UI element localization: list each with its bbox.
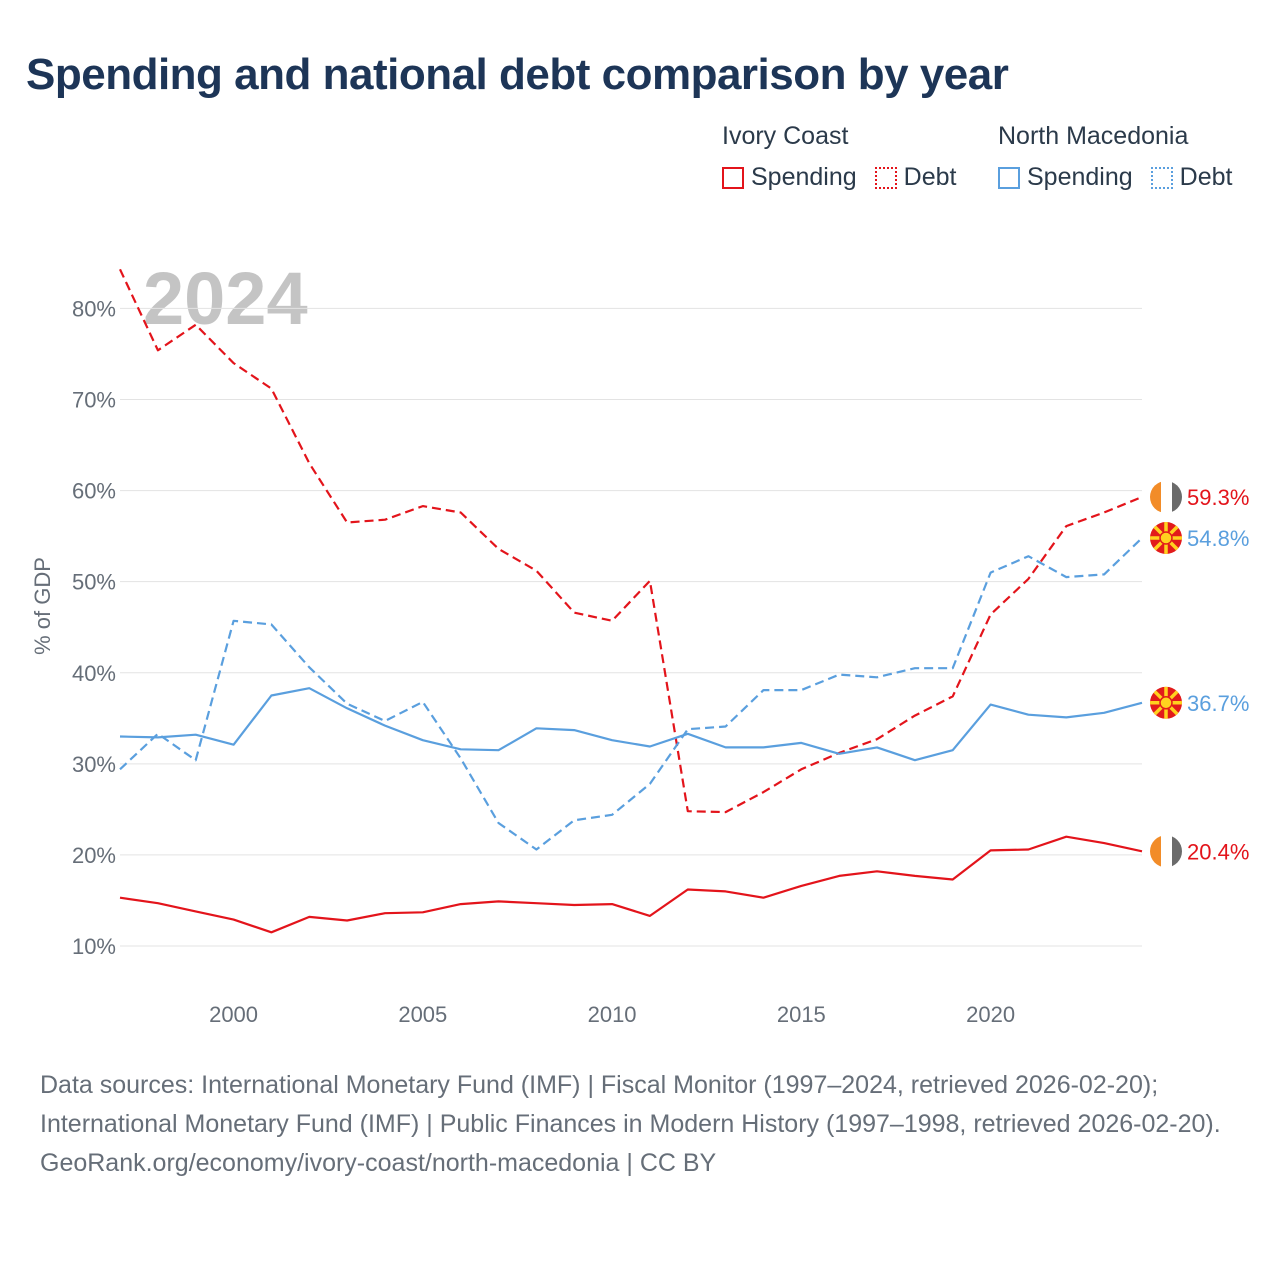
legend-label: Spending [751, 163, 857, 191]
legend-country-north-macedonia: North Macedonia [998, 122, 1189, 150]
legend-label: Spending [1027, 163, 1133, 191]
chart-title: Spending and national debt comparison by… [26, 50, 1009, 99]
flag-stripe [1161, 481, 1172, 513]
legend-item-north-macedonia-spending[interactable]: Spending [998, 163, 1133, 192]
flag-stripe [1172, 481, 1182, 513]
y-tick-label: 70% [72, 388, 116, 413]
x-tick-label: 2010 [588, 1002, 637, 1027]
legend-item-north-macedonia-debt[interactable]: Debt [1150, 163, 1233, 192]
dotted-line-swatch-icon [874, 166, 897, 189]
series-line-north-macedonia-spending [119, 687, 1143, 762]
y-tick-label: 40% [72, 661, 116, 686]
x-tick-label: 2020 [966, 1002, 1015, 1027]
y-tick-label: 50% [72, 570, 116, 595]
series-line-ivory-coast-spending [119, 835, 1143, 934]
end-label: 36.7% [1187, 691, 1249, 716]
series [119, 268, 1143, 934]
x-tick-label: 2000 [209, 1002, 258, 1027]
y-axis-label: % of GDP [30, 557, 55, 655]
solid-line-swatch-icon [722, 166, 744, 189]
flag-north-macedonia-icon [1150, 686, 1182, 719]
axes: 10% 20% 30% 40% 50% 60% 70% 80% 2000 2005 2010 2015… [30, 296, 1015, 1027]
flag-ivory-coast-clip [1150, 481, 1182, 513]
legend-country-ivory-coast: Ivory Coast [722, 122, 849, 150]
legend-group-north-macedonia: North Macedonia Spending Debt [998, 122, 1232, 192]
year-watermark: 2024 [143, 257, 308, 340]
flag-ivory-coast-icon [1150, 481, 1182, 513]
flag-north-macedonia-clip [1150, 522, 1182, 554]
legend-item-ivory-coast-spending[interactable]: Spending [722, 163, 857, 192]
grid [120, 307, 1142, 947]
y-tick-label: 10% [72, 934, 116, 959]
y-tick-label: 60% [72, 479, 116, 504]
x-tick-label: 2005 [398, 1002, 447, 1027]
dotted-line-swatch-icon [1150, 166, 1173, 189]
flag-stripe [1172, 835, 1182, 868]
legend-label: Debt [903, 163, 957, 191]
series-line-ivory-coast-debt [119, 268, 1143, 814]
y-tick-label: 20% [72, 843, 116, 868]
data-sources: Data sources: International Monetary Fun… [40, 1071, 1221, 1138]
line-chart: 2024 10% 20% 30% 40% 50% 60% 70% 80% 2000 2005 201… [30, 257, 1249, 1027]
flag-stripe [1150, 481, 1161, 513]
flag-sun [1159, 696, 1173, 710]
flag-sun [1159, 531, 1173, 545]
flag-north-macedonia-icon [1150, 522, 1182, 554]
flag-ivory-coast-clip [1150, 835, 1182, 868]
solid-line-swatch-icon [998, 166, 1020, 189]
flag-north-macedonia-clip [1150, 686, 1182, 719]
end-labels: 59.3% 54.8% 36.7% 20.4% [1150, 481, 1249, 868]
site-credit: GeoRank.org/economy/ivory-coast/north-ma… [40, 1149, 717, 1177]
flag-stripe [1150, 835, 1161, 868]
legend-label: Debt [1179, 163, 1233, 191]
y-tick-label: 30% [72, 752, 116, 777]
x-tick-label: 2015 [777, 1002, 826, 1027]
end-label: 59.3% [1187, 485, 1249, 510]
end-label: 20.4% [1187, 839, 1249, 864]
legend-group-ivory-coast: Ivory Coast Spending Debt [722, 122, 956, 192]
series-line-north-macedonia-debt [119, 537, 1143, 851]
end-label: 54.8% [1187, 526, 1249, 551]
footer: Data sources: International Monetary Fun… [40, 1066, 1240, 1183]
legend-item-ivory-coast-debt[interactable]: Debt [874, 163, 957, 192]
flag-stripe [1161, 835, 1172, 868]
y-tick-label: 80% [72, 296, 116, 321]
flag-ivory-coast-icon [1150, 835, 1182, 868]
